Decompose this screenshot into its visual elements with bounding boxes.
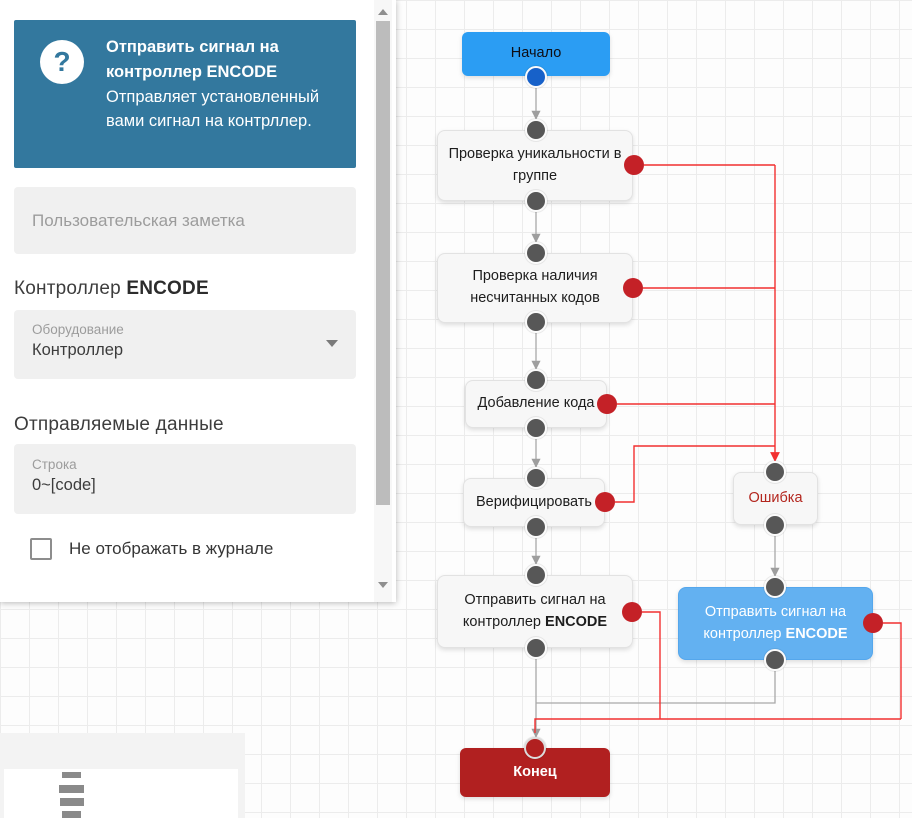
node-send-signal[interactable]: Отправить сигнал на контроллер ENCODE	[437, 575, 633, 648]
string-label: Строка	[32, 457, 77, 472]
help-icon: ?	[40, 40, 84, 84]
verify-output-port[interactable]	[525, 516, 547, 538]
check-unread-input-port[interactable]	[525, 242, 547, 264]
chevron-down-icon	[326, 340, 338, 347]
check-unread-error-port[interactable]	[623, 278, 643, 298]
panel-scrollbar[interactable]	[374, 0, 392, 602]
add-code-input-port[interactable]	[525, 369, 547, 391]
minimap-node	[62, 772, 81, 778]
node-send-signal-label: Отправить сигнал на контроллер ENCODE	[462, 591, 608, 630]
help-description: Отправляет установленный вами сигнал на …	[106, 87, 320, 131]
node-add-code-label: Добавление кода	[477, 395, 595, 412]
minimap-node	[62, 811, 81, 818]
node-send-signal-selected[interactable]: Отправить сигнал на контроллер ENCODE	[678, 587, 873, 660]
verify-error-port[interactable]	[595, 492, 615, 512]
controller-heading: Контроллер ENCODE	[14, 278, 209, 299]
check-unique-output-port[interactable]	[525, 190, 547, 212]
node-error-label: Ошибка	[748, 489, 803, 506]
send-signal-input-port[interactable]	[525, 564, 547, 586]
verify-input-port[interactable]	[525, 467, 547, 489]
start-output-port[interactable]	[525, 66, 547, 88]
scrollbar-down-arrow-icon[interactable]	[374, 576, 392, 594]
send-signal-output-port[interactable]	[525, 637, 547, 659]
minimap-node	[60, 798, 84, 806]
node-verify-label: Верифицировать	[476, 493, 592, 510]
property-panel: ? Отправить сигнал на контроллер ENCODE …	[0, 0, 396, 602]
node-check-unique-label: Проверка уникальности в группе	[448, 145, 622, 184]
check-unique-error-port[interactable]	[624, 155, 644, 175]
user-note-input[interactable]	[14, 187, 356, 254]
error-input-port[interactable]	[764, 461, 786, 483]
equipment-label: Оборудование	[32, 322, 124, 337]
string-value: 0~[code]	[32, 476, 96, 494]
end-input-port[interactable]	[524, 737, 546, 759]
minimap[interactable]	[0, 733, 245, 818]
check-unique-input-port[interactable]	[525, 119, 547, 141]
minimap-node	[59, 785, 84, 793]
node-end-label: Конец	[513, 763, 557, 780]
scrollbar-thumb[interactable]	[376, 21, 390, 505]
add-code-error-port[interactable]	[597, 394, 617, 414]
journal-checkbox[interactable]	[30, 538, 52, 560]
send-selected-output-port[interactable]	[764, 649, 786, 671]
add-code-output-port[interactable]	[525, 417, 547, 439]
check-unread-output-port[interactable]	[525, 311, 547, 333]
help-title: Отправить сигнал на контроллер ENCODE	[106, 38, 279, 81]
send-selected-input-port[interactable]	[764, 576, 786, 598]
node-send-signal-selected-label: Отправить сигнал на контроллер ENCODE	[703, 603, 848, 642]
help-text: Отправить сигнал на контроллер ENCODE От…	[106, 35, 344, 156]
string-input[interactable]: Строка 0~[code]	[14, 444, 356, 514]
send-selected-error-port[interactable]	[863, 613, 883, 633]
error-output-port[interactable]	[764, 514, 786, 536]
node-start-label: Начало	[510, 45, 562, 62]
equipment-value: Контроллер	[32, 341, 124, 359]
send-signal-error-port[interactable]	[622, 602, 642, 622]
data-heading: Отправляемые данные	[14, 414, 224, 435]
journal-checkbox-label: Не отображать в журнале	[69, 539, 274, 558]
node-check-unread-label: Проверка наличия несчитанных кодов	[470, 268, 600, 306]
journal-checkbox-row: Не отображать в журнале	[30, 538, 273, 560]
equipment-select[interactable]: Оборудование Контроллер	[14, 310, 356, 379]
minimap-viewport[interactable]	[4, 769, 238, 818]
help-box: ? Отправить сигнал на контроллер ENCODE …	[14, 20, 356, 168]
scrollbar-up-arrow-icon[interactable]	[374, 3, 392, 21]
